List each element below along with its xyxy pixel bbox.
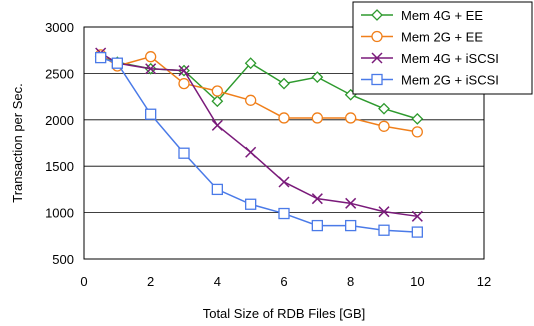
- data-point: [278, 112, 290, 124]
- data-point: [278, 176, 290, 188]
- legend-item: Mem 2G + EE: [361, 30, 483, 45]
- x-tick-label: 12: [477, 274, 491, 289]
- x-axis-label: Total Size of RDB Files [GB]: [203, 306, 366, 321]
- legend-marker: [371, 9, 383, 21]
- x-tick-label: 10: [410, 274, 424, 289]
- legend-label: Mem 2G + iSCSI: [401, 73, 499, 88]
- data-point: [145, 51, 157, 63]
- y-tick-label: 1000: [45, 206, 74, 221]
- data-point: [211, 95, 224, 108]
- data-point: [145, 63, 157, 75]
- y-tick-label: 2000: [45, 113, 74, 128]
- tick-labels: 500 1000 1500 2000 2500 3000 0 2 4 6 8 10 12: [45, 20, 491, 289]
- data-point: [278, 77, 290, 90]
- data-point: [378, 120, 390, 132]
- data-point: [245, 94, 257, 106]
- legend-marker: [371, 73, 383, 86]
- data-point: [411, 210, 423, 222]
- series-layer: [94, 47, 424, 238]
- data-point: [411, 226, 423, 238]
- legend-item: Mem 4G + EE: [361, 8, 483, 23]
- legend-marker: [371, 30, 383, 43]
- legend-label: Mem 2G + EE: [401, 30, 483, 45]
- series-3: [95, 47, 423, 222]
- data-point: [211, 119, 223, 131]
- x-tick-label: 6: [280, 274, 287, 289]
- data-point: [211, 85, 223, 97]
- legend-item: Mem 2G + iSCSI: [361, 73, 499, 88]
- data-point: [411, 112, 424, 125]
- data-point: [95, 51, 107, 64]
- legend-marker: [371, 52, 383, 64]
- y-tick-label: 500: [52, 252, 74, 267]
- data-point: [178, 147, 190, 159]
- data-point: [178, 65, 190, 77]
- data-point: [278, 207, 290, 220]
- y-tick-label: 2500: [45, 66, 74, 81]
- data-point: [178, 77, 190, 90]
- x-tick-label: 0: [80, 274, 87, 289]
- data-point: [111, 57, 123, 69]
- plot-area: [83, 26, 485, 260]
- x-tick-label: 8: [347, 274, 354, 289]
- data-point: [245, 198, 257, 210]
- legend-label: Mem 4G + iSCSI: [401, 51, 499, 66]
- data-point: [378, 224, 390, 236]
- data-point: [244, 57, 257, 70]
- legend-item: Mem 4G + iSCSI: [361, 51, 499, 66]
- y-axis-label: Transaction per Sec.: [10, 83, 25, 202]
- data-point: [311, 112, 323, 124]
- legend-box: [352, 1, 533, 95]
- legend-label: Mem 4G + EE: [401, 8, 483, 23]
- data-point: [378, 206, 390, 218]
- data-point: [311, 193, 323, 205]
- x-tick-label: 2: [147, 274, 154, 289]
- data-point: [345, 197, 357, 209]
- data-point: [378, 102, 390, 115]
- data-point: [311, 219, 323, 232]
- data-point: [411, 126, 423, 138]
- y-tick-label: 3000: [45, 20, 74, 35]
- data-point: [211, 183, 223, 196]
- data-point: [345, 219, 357, 232]
- data-point: [345, 112, 357, 124]
- y-tick-label: 1500: [45, 159, 74, 174]
- legend: Mem 4G + EE Mem 2G + EE Mem 4G + iSCSI Mem …: [352, 1, 533, 95]
- data-point: [145, 108, 157, 120]
- series-4: [95, 51, 423, 238]
- data-point: [245, 146, 257, 158]
- x-tick-label: 4: [214, 274, 221, 289]
- data-point: [311, 71, 324, 84]
